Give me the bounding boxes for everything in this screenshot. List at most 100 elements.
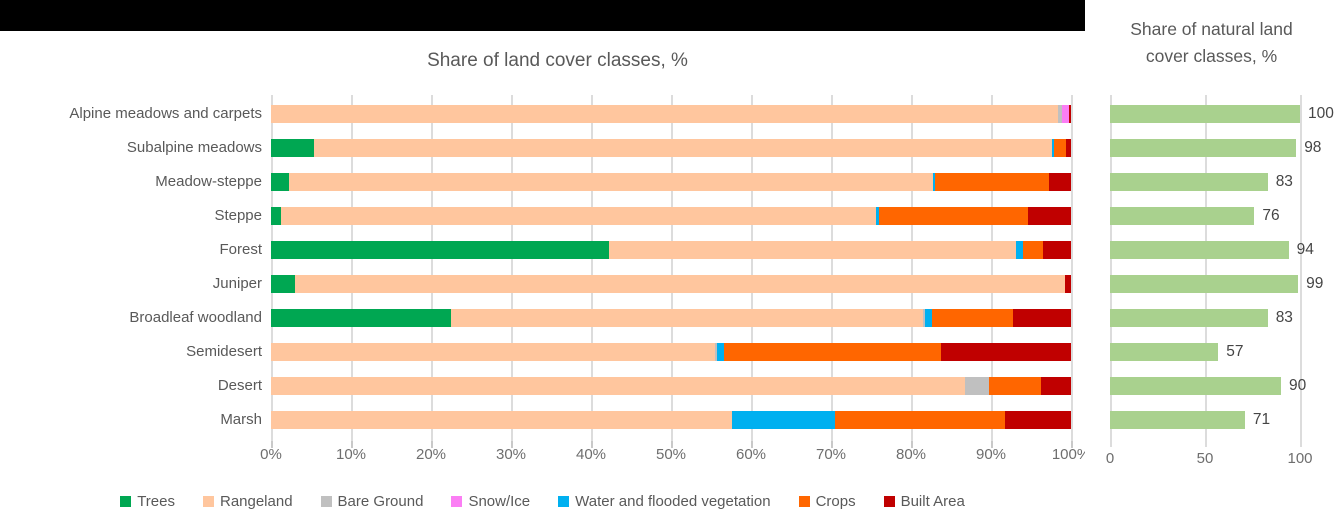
bar-segment-rangeland xyxy=(609,241,1016,259)
gridline-vertical xyxy=(351,95,353,441)
legend-swatch-built-area xyxy=(883,495,895,507)
legend-item: Water and flooded vegetation xyxy=(558,493,771,510)
x-axis-tick-label: 30% xyxy=(495,446,527,463)
main-chart: Share of land cover classes, % Alpine me… xyxy=(0,50,1085,514)
bar-row: Semidesert xyxy=(0,335,1085,369)
stacked-bar xyxy=(271,105,1071,123)
axis-tick-mark xyxy=(271,441,273,448)
natural-value-label: 100 xyxy=(1308,105,1334,122)
natural-share-chart: Share of natural land cover classes, % 1… xyxy=(1085,0,1338,529)
bar-row: Steppe xyxy=(0,199,1085,233)
gridline-vertical xyxy=(1110,95,1112,447)
x-axis-tick-label: 20% xyxy=(415,446,447,463)
category-label: Meadow-steppe xyxy=(155,173,262,190)
x-axis-tick-label: 40% xyxy=(575,446,607,463)
category-label: Marsh xyxy=(220,411,262,428)
axis-tick-mark xyxy=(351,441,353,448)
stacked-bar xyxy=(271,377,1071,395)
bar-segment-bare-ground xyxy=(1058,105,1063,123)
bar-segment-water-and-flooded-vegetation xyxy=(1015,241,1023,259)
axis-tick-mark xyxy=(1071,441,1073,448)
bar-row: Subalpine meadows xyxy=(0,131,1085,165)
x-axis-tick-label: 10% xyxy=(335,446,367,463)
gridline-vertical xyxy=(271,95,273,441)
bar-segment-water-and-flooded-vegetation xyxy=(875,207,879,225)
bar-segment-rangeland xyxy=(289,173,933,191)
natural-value-label: 76 xyxy=(1262,207,1280,224)
gridline-vertical xyxy=(1300,95,1302,447)
bar-segment-crops xyxy=(1054,139,1067,157)
bar-segment-built-area xyxy=(1068,105,1071,123)
natural-bar-row: 100 xyxy=(1085,97,1338,131)
natural-chart-title: Share of natural land cover classes, % xyxy=(1085,16,1338,70)
natural-gridlines xyxy=(1110,95,1302,447)
natural-bar-row: 57 xyxy=(1085,335,1338,369)
natural-bar xyxy=(1110,343,1219,361)
bar-segment-built-area xyxy=(1064,275,1071,293)
bar-row: Juniper xyxy=(0,267,1085,301)
x-axis-tick-label: 50% xyxy=(655,446,687,463)
stacked-bar xyxy=(271,309,1071,327)
natural-bar-row: 71 xyxy=(1085,403,1338,437)
legend-swatch-snow-ice xyxy=(451,495,463,507)
legend-item: Built Area xyxy=(883,493,965,510)
x-axis-tick-label: 90% xyxy=(975,446,1007,463)
natural-bar xyxy=(1110,309,1268,327)
gridline-vertical xyxy=(831,95,833,441)
bar-segment-bare-ground xyxy=(965,377,989,395)
natural-axis-tick-label: 100 xyxy=(1287,450,1313,467)
category-label: Juniper xyxy=(212,275,262,292)
natural-bar-row: 98 xyxy=(1085,131,1338,165)
bar-segment-rangeland xyxy=(314,139,1052,157)
axis-tick-mark xyxy=(671,441,673,448)
bar-segment-rangeland xyxy=(271,377,966,395)
natural-axis-tick-label: 50 xyxy=(1196,450,1214,467)
bar-segment-trees xyxy=(271,275,295,293)
bar-segment-rangeland xyxy=(295,275,1065,293)
bar-segment-water-and-flooded-vegetation xyxy=(717,343,724,361)
legend-item: Snow/Ice xyxy=(451,493,530,510)
natural-bar xyxy=(1110,139,1297,157)
bar-segment-built-area xyxy=(1027,207,1071,225)
legend-item: Trees xyxy=(120,493,175,510)
natural-value-label: 57 xyxy=(1226,343,1244,360)
natural-value-label: 83 xyxy=(1275,309,1293,326)
bar-segment-water-and-flooded-vegetation xyxy=(932,173,935,191)
axis-tick-mark xyxy=(431,441,433,448)
gridline-vertical xyxy=(991,95,993,441)
natural-value-label: 83 xyxy=(1275,173,1293,190)
legend-label: Crops xyxy=(815,492,856,510)
legend-item: Crops xyxy=(798,492,856,510)
category-label: Semidesert xyxy=(186,343,262,360)
gridline-vertical xyxy=(1205,95,1207,447)
natural-chart-title-line1: Share of natural land xyxy=(1130,19,1293,39)
bar-row: Alpine meadows and carpets xyxy=(0,97,1085,131)
gridline-vertical xyxy=(751,95,753,441)
natural-bar xyxy=(1110,173,1268,191)
bar-segment-crops xyxy=(988,377,1042,395)
natural-bar xyxy=(1110,241,1289,259)
x-axis-tick-label: 80% xyxy=(895,446,927,463)
legend-label: Trees xyxy=(137,492,175,510)
bar-row: Marsh xyxy=(0,403,1085,437)
natural-bar-row: 83 xyxy=(1085,301,1338,335)
bar-segment-rangeland xyxy=(451,309,923,327)
stacked-bar xyxy=(271,241,1071,259)
category-label: Forest xyxy=(219,241,262,258)
bar-segment-trees xyxy=(271,309,451,327)
legend: Trees Rangeland Bare Ground Snow/Ice Water a… xyxy=(0,488,1085,514)
axis-tick-mark xyxy=(831,441,833,448)
bar-segment-water-and-flooded-vegetation xyxy=(731,411,835,429)
natural-value-label: 98 xyxy=(1304,139,1322,156)
natural-bar xyxy=(1110,377,1281,395)
bar-segment-built-area xyxy=(1041,377,1071,395)
bar-segment-crops xyxy=(878,207,1028,225)
gridline-vertical xyxy=(591,95,593,441)
category-label: Alpine meadows and carpets xyxy=(69,105,262,122)
gridline-vertical xyxy=(431,95,433,441)
natural-bar-row: 90 xyxy=(1085,369,1338,403)
stacked-bar xyxy=(271,275,1071,293)
bar-row: Broadleaf woodland xyxy=(0,301,1085,335)
bar-segment-rangeland xyxy=(271,105,1059,123)
bar-segment-built-area xyxy=(1004,411,1071,429)
